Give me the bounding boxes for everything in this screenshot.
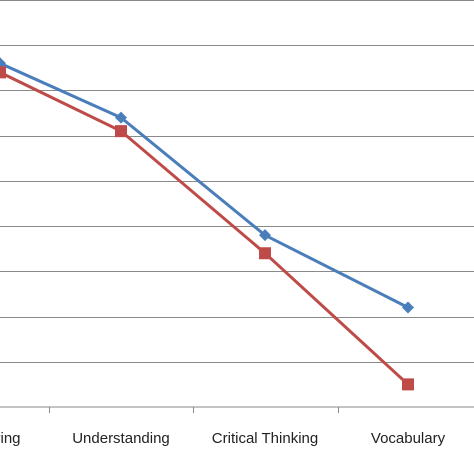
series-2-point	[402, 378, 414, 391]
x-tick-label: Critical Thinking	[212, 430, 318, 447]
x-tick-label: Vocabulary	[371, 430, 446, 447]
series-2-point	[259, 247, 271, 260]
gridlines	[0, 0, 474, 363]
series-2-line	[0, 70, 410, 386]
x-tick-label: Understanding	[72, 430, 170, 447]
series-1-point	[115, 111, 127, 124]
series-1-line	[0, 61, 410, 309]
series-2-point	[0, 66, 6, 79]
x-axis-ticks	[49, 407, 339, 413]
series-1-point	[259, 229, 271, 242]
x-tick-label: ring	[0, 430, 21, 447]
series-1-point	[402, 301, 414, 314]
series-1	[0, 57, 414, 314]
series-1-point	[0, 57, 6, 70]
series-2	[0, 66, 414, 391]
series-2-point	[115, 125, 127, 138]
x-axis-tick-labels: ring Understanding Critical Thinking Vocabu…	[0, 430, 446, 447]
series-layer	[0, 57, 414, 391]
